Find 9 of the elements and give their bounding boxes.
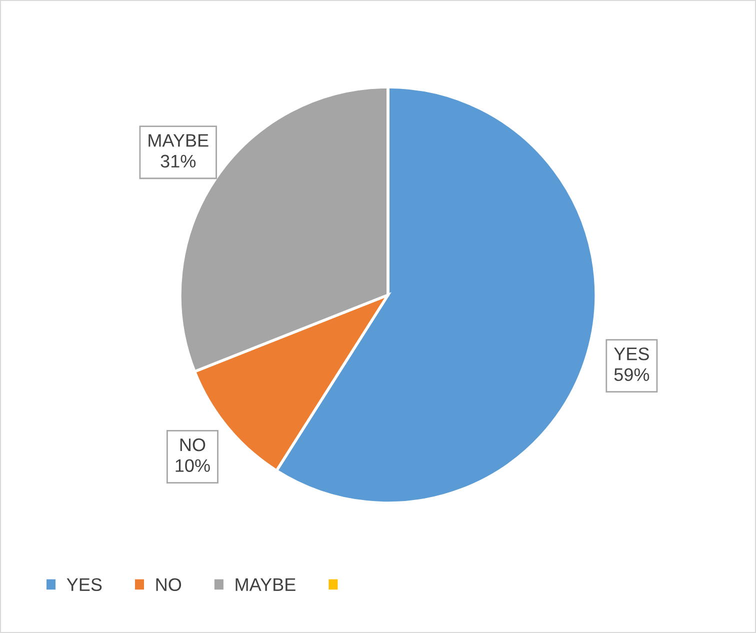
data-label: 10% (176, 459, 210, 472)
legend-label: NO (156, 578, 182, 592)
slice-label: NO (180, 438, 206, 452)
legend-label: MAYBE (236, 578, 296, 591)
slice-label: YES (614, 347, 649, 360)
slice-label: MAYBE (148, 134, 208, 147)
legend-label: YES (66, 578, 102, 592)
data-label: 59% (614, 368, 650, 382)
data-label: 31% (160, 154, 196, 168)
